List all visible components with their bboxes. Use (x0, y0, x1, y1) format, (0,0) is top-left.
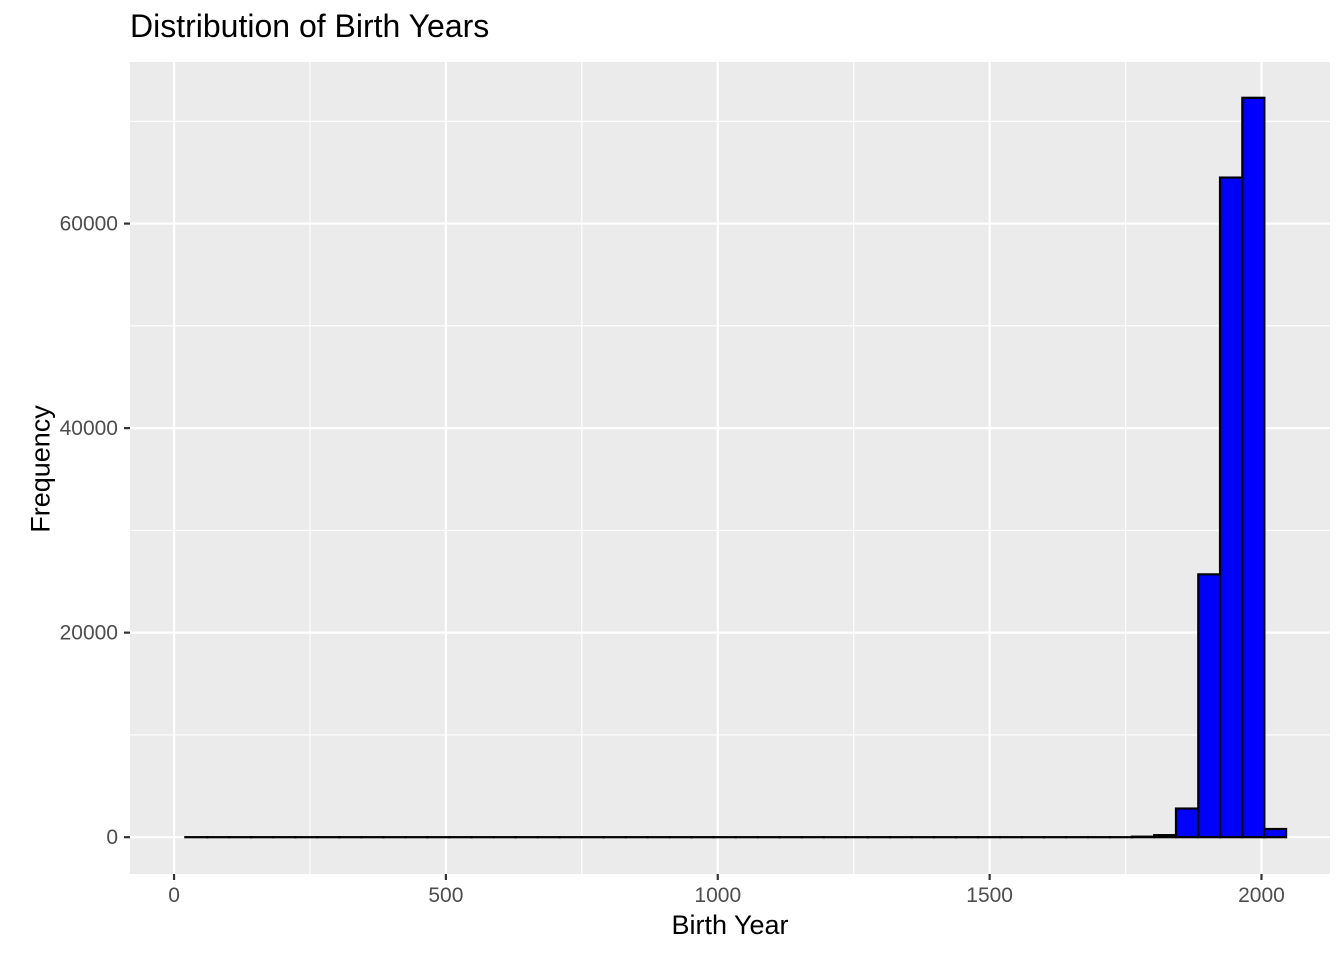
histogram-bar (1218, 176, 1244, 839)
histogram-bar (1174, 807, 1200, 839)
x-tick-label: 0 (168, 884, 180, 907)
x-axis-title: Birth Year (671, 910, 789, 940)
y-tick-label: 20000 (60, 622, 118, 645)
histogram-bars (184, 96, 1288, 839)
y-tick-label: 0 (106, 826, 118, 849)
y-tick-label: 40000 (60, 417, 118, 440)
histogram-bar (1262, 827, 1288, 839)
histogram-bar (1241, 96, 1266, 839)
x-tick-label: 1500 (966, 884, 1013, 907)
histogram-bar (1197, 573, 1222, 839)
y-tick-label: 60000 (60, 213, 118, 236)
x-axis: 0 500 1000 1500 2000 (168, 874, 1285, 907)
plot-panel (130, 62, 1330, 874)
y-axis: 0 20000 40000 60000 (60, 213, 130, 849)
chart-title: Distribution of Birth Years (130, 8, 490, 44)
histogram-bar (1130, 835, 1156, 839)
minor-gridlines (130, 62, 1330, 874)
x-tick-label: 500 (428, 884, 463, 907)
x-tick-label: 2000 (1238, 884, 1285, 907)
x-tick-label: 1000 (694, 884, 741, 907)
histogram-bar (1153, 834, 1178, 839)
